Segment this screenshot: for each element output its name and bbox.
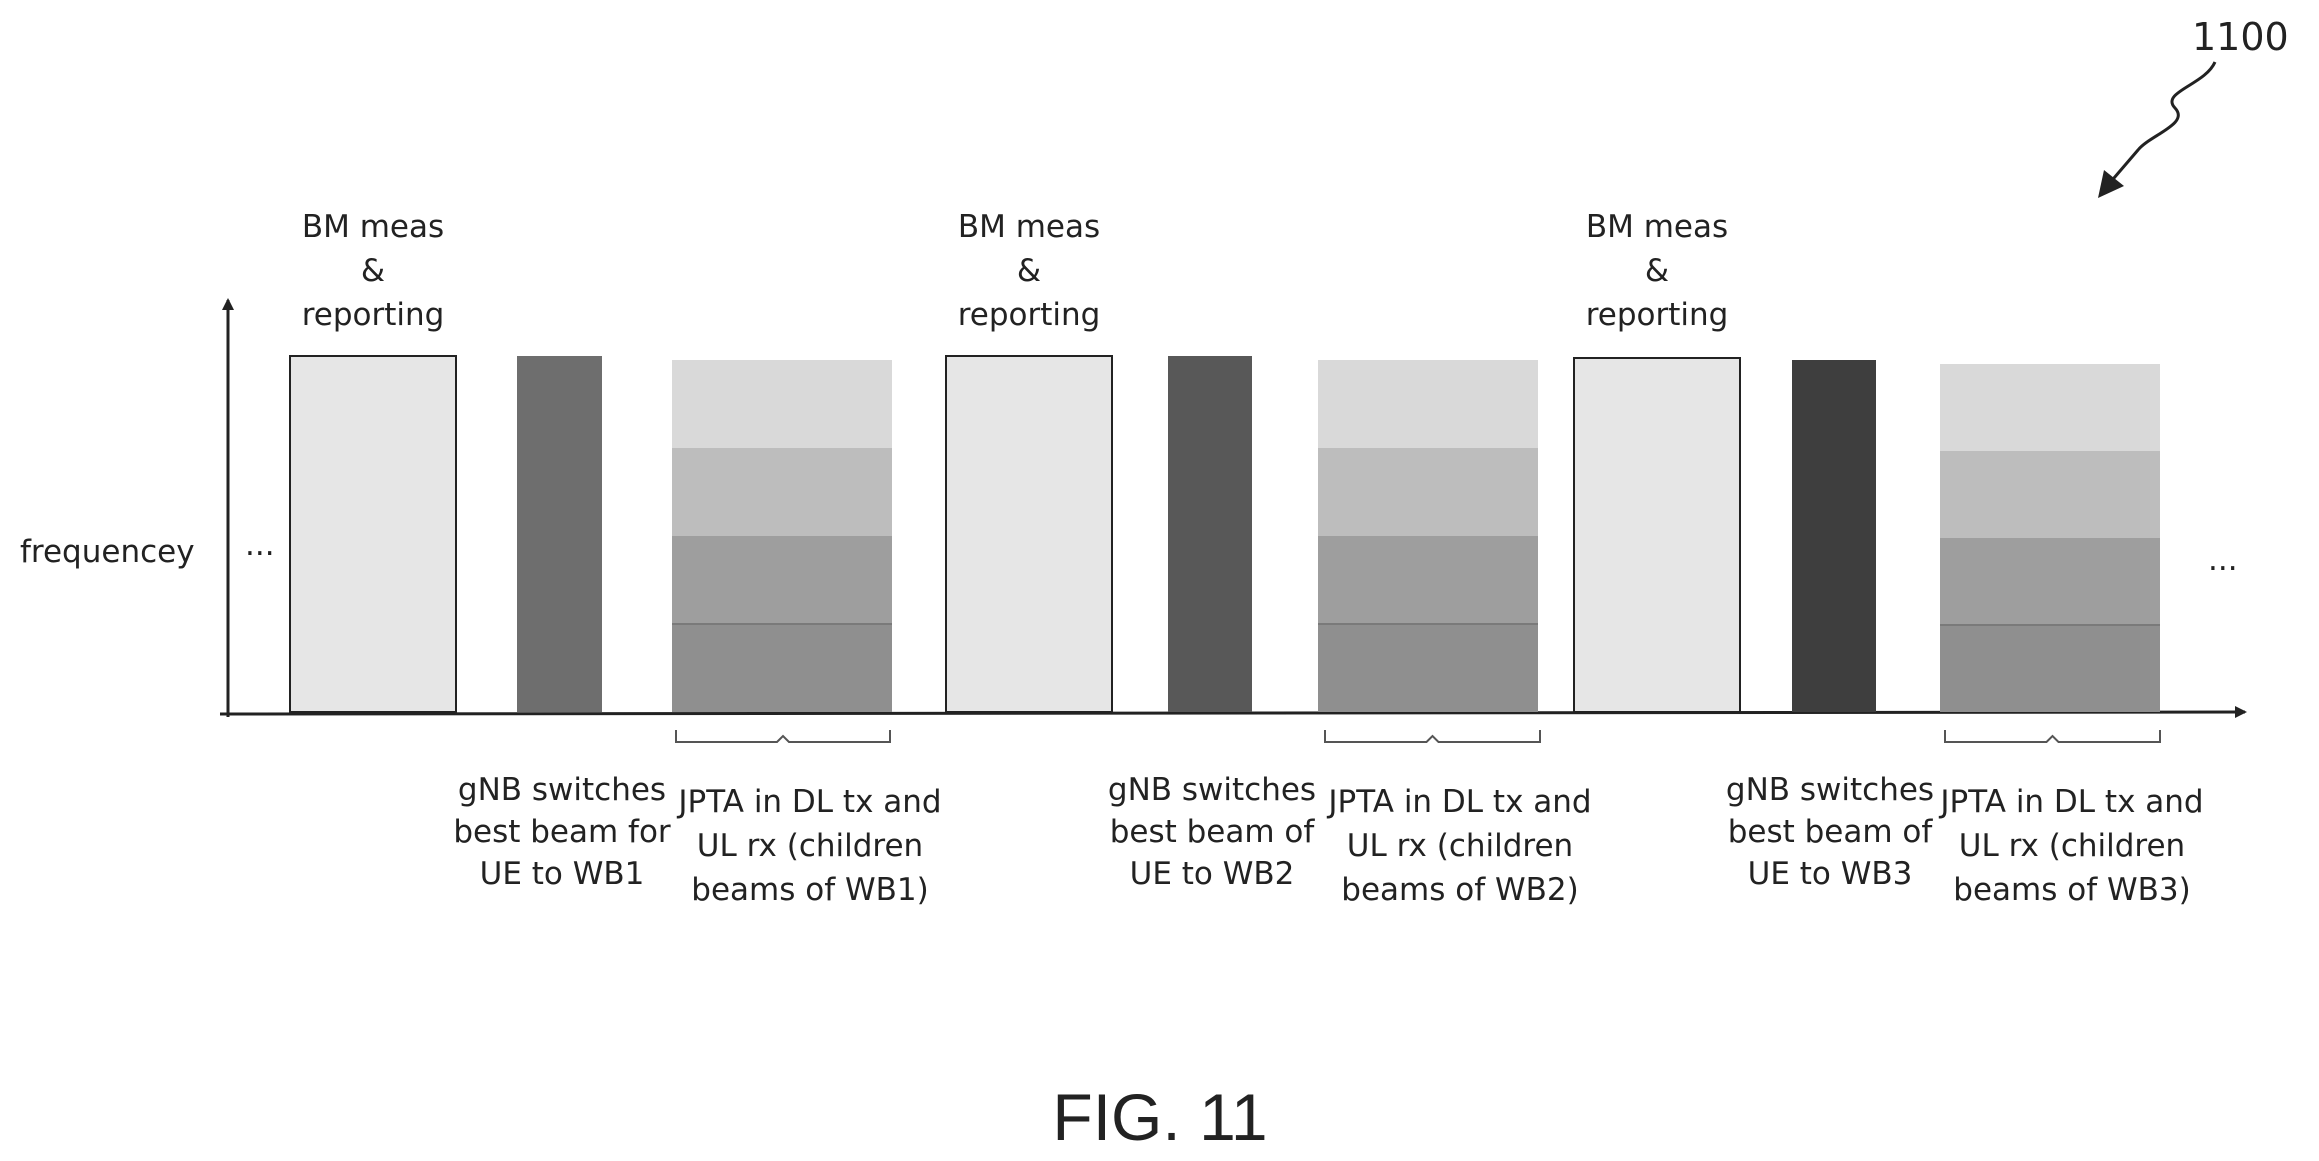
jpta-band xyxy=(672,536,892,624)
switch-label-line: best beam for xyxy=(453,814,671,850)
bm-label-line: reporting xyxy=(958,297,1101,333)
jpta-label-line: JPTA in DL tx and xyxy=(676,784,941,820)
figure-caption: FIG. 11 xyxy=(1052,1080,1267,1154)
switch-label-line: gNB switches xyxy=(458,772,666,808)
switch-label-line: gNB switches xyxy=(1108,772,1316,808)
bm-measurement-block xyxy=(289,355,457,713)
jpta-band xyxy=(1318,536,1538,624)
jpta-label-line: JPTA in DL tx and xyxy=(1326,784,1591,820)
left-ellipsis: ... xyxy=(245,527,275,563)
right-ellipsis: ... xyxy=(2208,542,2238,578)
jpta-label-line: beams of WB1) xyxy=(691,872,928,908)
beam-switch-block xyxy=(517,356,602,712)
bm-label-line: reporting xyxy=(1586,297,1729,333)
beam-switch-block xyxy=(1168,356,1252,712)
beam-switch-block xyxy=(1792,360,1876,712)
switch-label-line: UE to WB3 xyxy=(1748,856,1913,892)
jpta-label-line: UL rx (children xyxy=(1347,828,1573,864)
bm-measurement-block xyxy=(1573,357,1741,713)
bm-label-line: BM meas xyxy=(302,209,444,245)
bm-measurement-block xyxy=(945,355,1113,713)
bm-label-line: reporting xyxy=(302,297,445,333)
bm-label-line: BM meas xyxy=(958,209,1100,245)
jpta-label-line: beams of WB3) xyxy=(1953,872,2190,908)
jpta-label-line: UL rx (children xyxy=(697,828,923,864)
jpta-bracket xyxy=(675,730,891,743)
jpta-bracket xyxy=(1944,730,2161,743)
jpta-band xyxy=(1940,364,2160,451)
cycle-2: BM meas & reporting gNB switches best beam o… xyxy=(945,209,1592,908)
jpta-label-line: JPTA in DL tx and xyxy=(1938,784,2203,820)
jpta-band xyxy=(1318,624,1538,712)
reference-arrow-icon xyxy=(2106,61,2217,186)
jpta-bracket xyxy=(1324,730,1541,743)
bm-label-line: & xyxy=(1017,253,1041,289)
switch-label-line: best beam of xyxy=(1728,814,1934,850)
jpta-band xyxy=(1940,625,2160,712)
switch-label-line: best beam of xyxy=(1110,814,1316,850)
frequency-axis-label: frequencey xyxy=(20,534,195,570)
bm-label-line: BM meas xyxy=(1586,209,1728,245)
bm-label-line: & xyxy=(1645,253,1669,289)
switch-label-line: UE to WB1 xyxy=(480,856,645,892)
jpta-band xyxy=(1318,360,1538,448)
bm-label-line: & xyxy=(361,253,385,289)
jpta-band xyxy=(672,624,892,712)
reference-arrowhead-icon xyxy=(2098,170,2124,198)
jpta-band xyxy=(672,360,892,448)
jpta-label-line: beams of WB2) xyxy=(1341,872,1578,908)
jpta-label-line: UL rx (children xyxy=(1959,828,2185,864)
jpta-band xyxy=(1940,451,2160,538)
beam-management-cycles: BM meas & reporting gNB switches best beam f… xyxy=(289,209,2204,908)
cycle-3: BM meas & reporting gNB switches best beam o… xyxy=(1573,209,2204,908)
jpta-band xyxy=(672,448,892,536)
switch-label-line: UE to WB2 xyxy=(1130,856,1295,892)
cycle-1: BM meas & reporting gNB switches best beam f… xyxy=(289,209,942,908)
switch-label-line: gNB switches xyxy=(1726,772,1934,808)
time-axis xyxy=(219,706,2247,719)
jpta-band xyxy=(1318,448,1538,536)
jpta-band xyxy=(1940,538,2160,625)
reference-numeral: 1100 xyxy=(2192,15,2289,59)
